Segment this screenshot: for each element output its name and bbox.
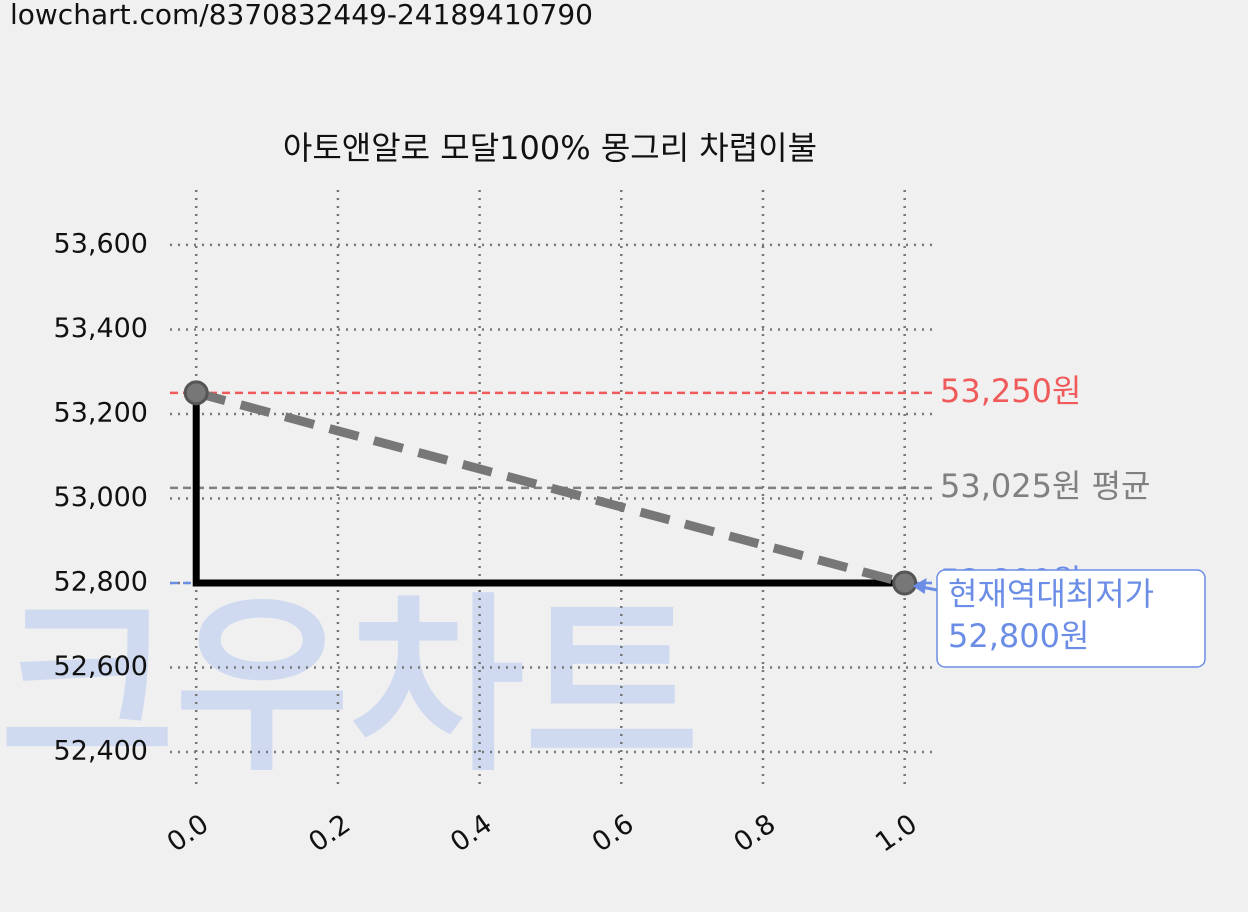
x-tick-label: 0.4 — [445, 808, 498, 858]
reference-label: 53,025원 평균 — [940, 467, 1150, 505]
y-tick-label: 52,800 — [54, 567, 148, 598]
line — [192, 392, 905, 587]
chart-title: 아토앤알로 모달100% 몽그리 차렵이불 — [283, 129, 817, 167]
y-tick-label: 53,000 — [54, 482, 148, 513]
annotation-arrowhead — [912, 578, 927, 595]
x-tick-label: 0.6 — [587, 808, 640, 858]
y-tick-label: 53,400 — [54, 313, 148, 344]
annotation-text: 현재역대최저가 — [948, 575, 1154, 613]
y-tick-label: 52,600 — [54, 651, 148, 682]
annotation-text: 52,800원 — [948, 617, 1089, 655]
y-tick-label: 52,400 — [54, 736, 148, 767]
x-tick-label: 1.0 — [870, 808, 923, 858]
point — [892, 570, 918, 596]
x-tick-label: 0.8 — [728, 808, 781, 858]
annotation-box — [936, 569, 1206, 668]
y-tick-label: 53,200 — [54, 397, 148, 428]
x-tick-label: 0.0 — [162, 808, 215, 858]
line — [195, 388, 906, 588]
x-tick-label: 0.2 — [303, 808, 356, 858]
y-tick-label: 53,600 — [54, 228, 148, 259]
reference-label: 53,250원 — [940, 372, 1081, 410]
point — [183, 380, 209, 406]
watermark: 크우차트 — [0, 576, 699, 797]
url: lowchart.com/8370832449-24189410790 — [10, 0, 593, 31]
